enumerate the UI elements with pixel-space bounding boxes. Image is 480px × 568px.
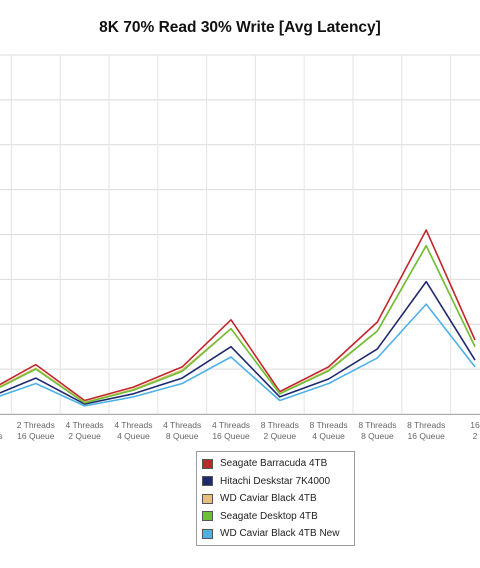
x-tick-label: 8 Threads 8 Queue (358, 420, 396, 441)
chart-legend: Seagate Barracuda 4TB Hitachi Deskstar 7K… (196, 451, 355, 546)
legend-swatch (202, 528, 213, 539)
chart-title: 8K 70% Read 30% Write [Avg Latency] (99, 19, 381, 36)
series-line (0, 229, 476, 402)
x-tick-label: 16 2 (470, 420, 480, 441)
legend-label: Seagate Desktop 4TB (220, 510, 318, 522)
legend-item: Hitachi Deskstar 7K4000 (202, 473, 354, 491)
x-tick-label: 4 Threads 16 Queue (212, 420, 250, 441)
x-tick-label: 8 Threads 2 Queue (261, 420, 299, 441)
legend-item: WD Caviar Black 4TB New (202, 525, 354, 543)
legend-swatch (202, 493, 213, 504)
legend-label: Seagate Barracuda 4TB (220, 458, 328, 470)
x-tick-label: 2 Threads 16 Queue (17, 420, 55, 441)
series-line (0, 280, 476, 405)
legend-swatch (202, 476, 213, 487)
legend-item: Seagate Desktop 4TB (202, 508, 354, 526)
legend-label: WD Caviar Black 4TB New (220, 528, 340, 540)
x-tick-label: ThreadsQueue (0, 431, 3, 448)
x-tick-label: 8 Threads 4 Queue (310, 420, 348, 441)
x-tick-label: 4 Threads 4 Queue (114, 420, 152, 441)
x-tick-label: 4 Threads 8 Queue (163, 420, 201, 441)
series-line (0, 244, 476, 404)
legend-item: WD Caviar Black 4TB (202, 490, 354, 508)
series-line (0, 303, 476, 407)
x-tick-label: 4 Threads 2 Queue (66, 420, 104, 441)
legend-item: Seagate Barracuda 4TB (202, 455, 354, 473)
legend-swatch (202, 511, 213, 522)
x-tick-label: 8 Threads 16 Queue (407, 420, 445, 441)
legend-label: WD Caviar Black 4TB (220, 493, 317, 505)
legend-swatch (202, 458, 213, 469)
legend-label: Hitachi Deskstar 7K4000 (220, 475, 331, 487)
